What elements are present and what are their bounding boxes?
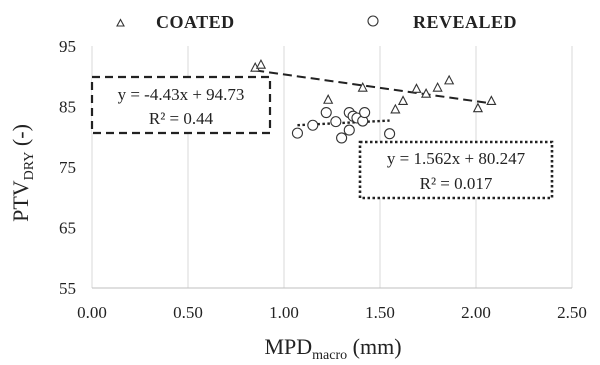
coated-point: [357, 81, 368, 92]
revealed-point: [343, 124, 355, 136]
y-axis-title: PTVDRY (-): [8, 124, 37, 222]
coated-point: [444, 74, 455, 85]
x-tick-label: 2.00: [461, 303, 491, 322]
y-tick-label: 85: [59, 98, 76, 117]
revealed-point: [330, 116, 342, 128]
x-tick-labels: 0.00 0.50 1.00 1.50 2.00 2.50: [77, 303, 587, 322]
legend-revealed-label: REVEALED: [413, 12, 517, 32]
legend-coated-label: COATED: [156, 12, 235, 32]
coated-point: [323, 94, 334, 104]
y-tick-label: 75: [59, 158, 76, 177]
y-tick-label: 95: [59, 37, 76, 56]
coated-point: [390, 103, 401, 114]
x-tick-label: 1.50: [365, 303, 395, 322]
coated-equation: y = -4.43x + 94.73: [118, 85, 245, 104]
coated-r2: R² = 0.44: [149, 109, 214, 128]
revealed-point: [320, 107, 332, 119]
coated-point: [472, 102, 484, 113]
x-tick-label: 1.00: [269, 303, 299, 322]
coated-point: [397, 95, 409, 105]
revealed-point: [307, 119, 319, 131]
x-tick-label: 2.50: [557, 303, 587, 322]
x-tick-label: 0.50: [173, 303, 203, 322]
coated-trendline: [255, 69, 492, 105]
revealed-point: [336, 132, 348, 144]
y-tick-label: 65: [59, 219, 76, 238]
coated-point: [411, 83, 422, 93]
revealed-equation-box: y = 1.562x + 80.247 R² = 0.017: [358, 140, 554, 200]
legend-revealed-marker: [367, 15, 379, 27]
revealed-point: [384, 128, 396, 140]
revealed-r2: R² = 0.017: [420, 174, 493, 193]
legend: COATED REVEALED: [116, 12, 517, 32]
x-tick-label: 0.00: [77, 303, 107, 322]
revealed-equation: y = 1.562x + 80.247: [387, 149, 526, 168]
coated-point: [420, 88, 432, 98]
coated-point: [432, 81, 443, 92]
y-tick-label: 55: [59, 279, 76, 298]
coated-point: [255, 58, 267, 69]
coated-point: [486, 95, 497, 105]
trendlines: [255, 69, 492, 127]
coated-equation-box: y = -4.43x + 94.73 R² = 0.44: [90, 75, 272, 135]
x-axis-title: MPDmacro (mm): [264, 334, 401, 363]
legend-coated-marker: [116, 18, 125, 27]
y-tick-labels: 55 65 75 85 95: [59, 37, 76, 298]
revealed-point: [291, 127, 303, 139]
revealed-point: [359, 107, 371, 119]
data-points: [250, 58, 497, 144]
